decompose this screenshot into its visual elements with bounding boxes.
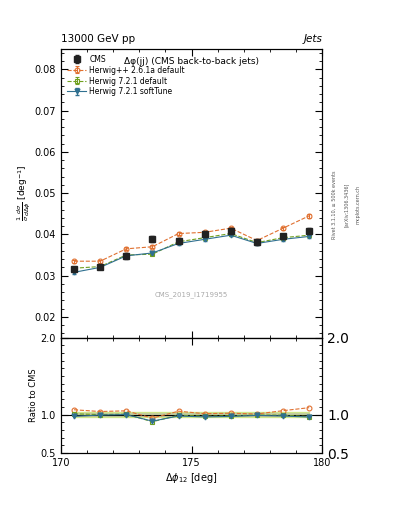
Text: [arXiv:1306.3436]: [arXiv:1306.3436] <box>344 183 349 227</box>
Text: Δφ(jj) (CMS back-to-back jets): Δφ(jj) (CMS back-to-back jets) <box>124 57 259 67</box>
Legend: CMS, Herwig++ 2.6.1a default, Herwig 7.2.1 default, Herwig 7.2.1 softTune: CMS, Herwig++ 2.6.1a default, Herwig 7.2… <box>64 52 188 99</box>
Text: Rivet 3.1.10, ≥ 500k events: Rivet 3.1.10, ≥ 500k events <box>332 170 337 239</box>
Y-axis label: $\frac{1}{\sigma}\frac{d\sigma}{d\Delta\phi}$ [deg$^{-1}$]: $\frac{1}{\sigma}\frac{d\sigma}{d\Delta\… <box>16 165 33 221</box>
Text: mcplots.cern.ch: mcplots.cern.ch <box>356 185 361 224</box>
Text: 13000 GeV pp: 13000 GeV pp <box>61 33 135 44</box>
X-axis label: $\Delta\phi_{12}$ [deg]: $\Delta\phi_{12}$ [deg] <box>165 471 218 485</box>
Text: CMS_2019_I1719955: CMS_2019_I1719955 <box>155 291 228 297</box>
Text: Jets: Jets <box>303 33 322 44</box>
Y-axis label: Ratio to CMS: Ratio to CMS <box>29 369 38 422</box>
